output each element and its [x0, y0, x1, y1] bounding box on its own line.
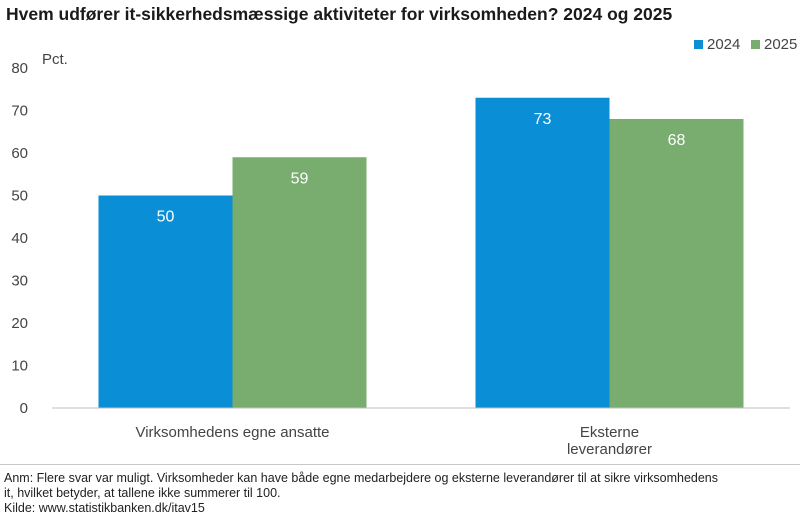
legend: 2024 2025 — [694, 36, 797, 53]
y-axis-label: Pct. — [42, 51, 68, 68]
legend-label-2025: 2025 — [764, 36, 797, 53]
notes-divider — [0, 464, 800, 465]
note-line-1: Anm: Flere svar var muligt. Virksomheder… — [4, 471, 718, 485]
data-label-2025-0: 59 — [291, 170, 309, 187]
y-tick-label: 60 — [11, 145, 28, 162]
bars: 50 59 73 68 — [98, 97, 744, 408]
data-label-2024-0: 50 — [157, 209, 175, 226]
y-tick-label: 0 — [20, 400, 28, 417]
y-axis-ticks: 0 10 20 30 40 50 60 70 80 — [11, 60, 28, 417]
bar-2024-1 — [475, 97, 610, 408]
legend-swatch-2024 — [694, 40, 703, 49]
legend-label-2024: 2024 — [707, 36, 740, 53]
y-tick-label: 40 — [11, 230, 28, 247]
bar-2025-1 — [609, 119, 744, 408]
bar-chart: Pct. 0 10 20 30 40 50 60 70 80 50 59 73 68 Virksomh… — [11, 36, 797, 458]
bar-2024-0 — [98, 195, 233, 408]
y-tick-label: 30 — [11, 273, 28, 290]
y-tick-label: 50 — [11, 188, 28, 205]
data-label-2025-1: 68 — [668, 132, 686, 149]
note-line-2: it, hvilket betyder, at tallene ikke sum… — [4, 486, 281, 500]
category-label: Virksomhedens egne ansatte — [135, 424, 329, 441]
chart-title: Hvem udfører it-sikkerhedsmæssige aktivi… — [6, 4, 673, 24]
y-tick-label: 20 — [11, 315, 28, 332]
category-label: leverandører — [567, 441, 652, 458]
y-tick-label: 10 — [11, 358, 28, 375]
category-label: Eksterne — [580, 424, 639, 441]
y-tick-label: 80 — [11, 60, 28, 77]
bar-2025-0 — [232, 157, 367, 408]
category-labels: Virksomhedens egne ansatte Eksternelevera… — [135, 424, 652, 458]
y-tick-label: 70 — [11, 103, 28, 120]
legend-swatch-2025 — [751, 40, 760, 49]
source-line: Kilde: www.statistikbanken.dk/itav15 — [4, 501, 205, 515]
footnotes: Anm: Flere svar var muligt. Virksomheder… — [4, 471, 794, 516]
data-label-2024-1: 73 — [534, 111, 552, 128]
